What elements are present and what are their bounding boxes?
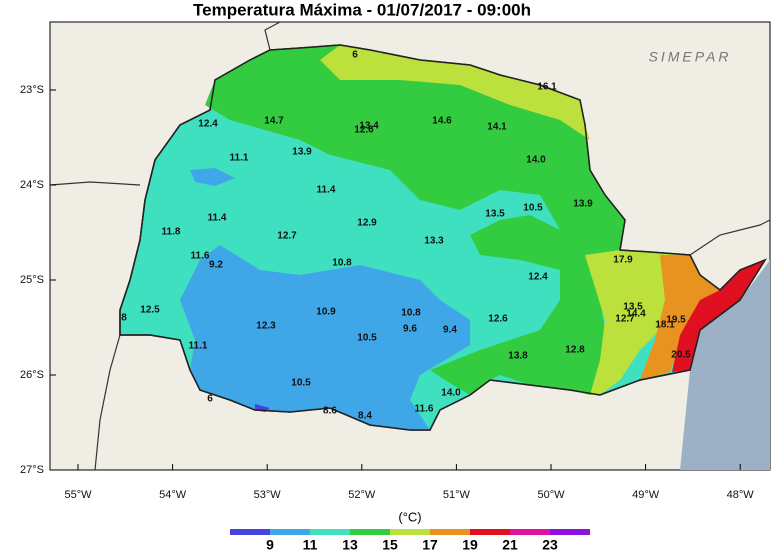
station-value: 12.7: [277, 231, 297, 242]
station-value: 9.2: [209, 260, 223, 271]
lat-label: 26°S: [20, 369, 44, 381]
title: Temperatura Máxima - 01/07/2017 - 09:00h: [193, 0, 531, 19]
station-value: 10.5: [523, 203, 543, 214]
station-value: 12.4: [528, 272, 548, 283]
lon-label: 51°W: [443, 489, 471, 501]
region-11-13: [190, 168, 235, 186]
lat-label: 24°S: [20, 179, 44, 191]
station-value: 13.9: [573, 199, 593, 210]
region-11-13: [180, 245, 470, 430]
border-line: [264, 21, 281, 51]
station-value: 13.4: [359, 121, 379, 132]
station-value: 11.6: [415, 404, 434, 415]
station-value: 8: [121, 313, 127, 324]
colorbar-segment: [550, 529, 590, 535]
state: [119, 44, 767, 431]
lon-label: 49°W: [632, 489, 660, 501]
station-value: 11.6: [191, 251, 210, 262]
colorbar-segment: [470, 529, 510, 535]
station-value: 11.4: [317, 185, 336, 196]
colorbar-label: 17: [422, 537, 438, 553]
station-value: 16.1: [537, 82, 557, 93]
logo: SIMEPAR: [649, 49, 732, 65]
colorbar-segment: [350, 529, 390, 535]
station-value: 12.8: [565, 345, 585, 356]
station-value: 13.5: [623, 302, 643, 313]
station-value: 12.6: [488, 314, 508, 325]
colorbar-segment: [510, 529, 550, 535]
station-value: 12.5: [140, 305, 160, 316]
state-outline: [119, 44, 767, 431]
colorbar-segment: [230, 529, 270, 535]
station-value: 10.8: [332, 258, 352, 269]
station-value: 11.8: [162, 227, 181, 238]
station-value: 12.4: [198, 119, 218, 130]
lon-label: 50°W: [537, 489, 565, 501]
region-19-21: [640, 255, 720, 380]
station-value: 13.5: [485, 209, 505, 220]
colorbar-segment: [430, 529, 470, 535]
border-line: [49, 181, 141, 186]
station-value: 10.5: [291, 378, 311, 389]
station-value: 18.1: [655, 320, 675, 331]
lon-label: 53°W: [254, 489, 282, 501]
region-17-19: [320, 45, 590, 140]
station-value: 8.6: [323, 406, 337, 417]
station-value: 14.0: [526, 155, 546, 166]
lon-label: 55°W: [64, 489, 92, 501]
lat-label: 23°S: [20, 84, 44, 96]
station-value: 12.7: [615, 314, 635, 325]
station-value: 14.1: [487, 122, 507, 133]
border-line: [94, 334, 121, 471]
station-value: 10.8: [401, 308, 421, 319]
station-value: 12.9: [357, 218, 377, 229]
borders: [49, 21, 771, 471]
station-value: 12.6: [354, 125, 374, 136]
station-value: 10.5: [357, 333, 377, 344]
colorbar-segment: [310, 529, 350, 535]
colorbar-segment: [390, 529, 430, 535]
station-value: 14.6: [432, 116, 452, 127]
station-value: 19.5: [666, 315, 686, 326]
station-value: 6: [207, 394, 213, 405]
station-value: 9.4: [443, 325, 457, 336]
station-value: 13.9: [292, 147, 312, 158]
colorbar-label: 11: [303, 537, 318, 553]
station-value: 6: [352, 50, 358, 61]
station-value: 20.5: [671, 350, 691, 361]
station-value: 12.3: [256, 321, 276, 332]
colorbar-label: 19: [462, 537, 478, 553]
station-value: 14.7: [264, 116, 284, 127]
colorbar-segment: [270, 529, 310, 535]
station-value: 8.4: [358, 411, 372, 422]
lon-label: 48°W: [727, 489, 755, 501]
lat-label: 25°S: [20, 274, 44, 286]
colorbar-label: 23: [542, 537, 558, 553]
station-value: 10.9: [316, 307, 336, 318]
colorbar-label: 13: [342, 537, 358, 553]
station-value: 13.8: [508, 351, 528, 362]
colorbar-label: 9: [266, 537, 274, 553]
border-line: [689, 219, 771, 256]
station-value: 9.6: [403, 324, 417, 335]
station-value: 14.0: [441, 388, 461, 399]
ocean: [680, 260, 770, 470]
lon-label: 52°W: [348, 489, 376, 501]
station-value: 11.1: [230, 153, 249, 164]
colorbar-unit: (°C): [398, 509, 421, 524]
station-value: 13.3: [424, 236, 444, 247]
station-value: 17.9: [613, 255, 633, 266]
station-value: 11.1: [189, 341, 208, 352]
station-value: 11.4: [208, 213, 227, 224]
colorbar-label: 15: [382, 537, 398, 553]
colorbar-label: 21: [502, 537, 518, 553]
station-value: 14.4: [626, 309, 646, 320]
region-15-17: [205, 45, 625, 395]
lon-label: 54°W: [159, 489, 187, 501]
lat-label: 27°S: [20, 464, 44, 476]
